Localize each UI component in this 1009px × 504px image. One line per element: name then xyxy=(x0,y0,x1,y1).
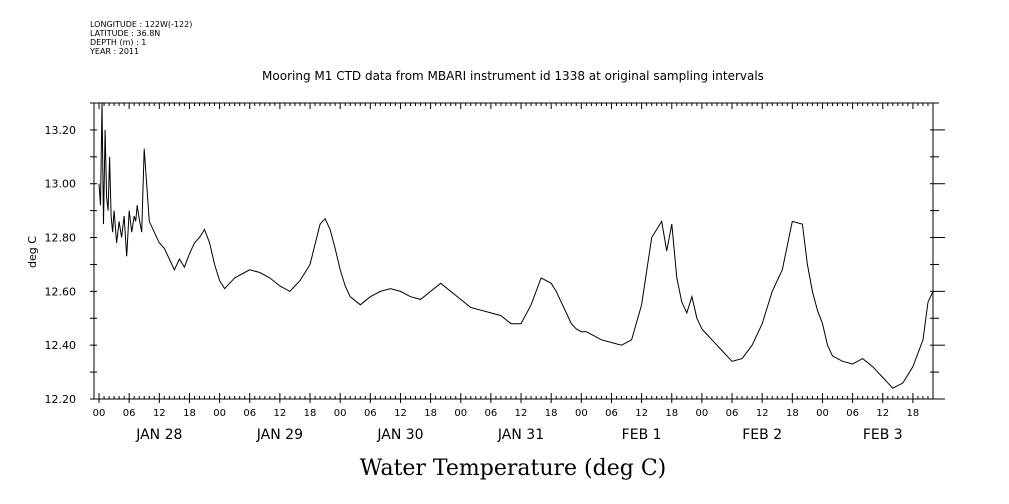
x-tick-label: 00 xyxy=(213,408,226,419)
x-tick-label: 00 xyxy=(575,408,588,419)
x-tick-label: 06 xyxy=(243,408,256,419)
x-tick-label: 12 xyxy=(153,408,166,419)
plot-frame xyxy=(93,102,934,400)
x-tick-label: 00 xyxy=(816,408,829,419)
x-tick-label: 06 xyxy=(846,408,859,419)
x-tick-label: 12 xyxy=(515,408,528,419)
x-tick-label: 06 xyxy=(485,408,498,419)
y-tick-label: 12.20 xyxy=(45,393,77,406)
longitude-label: LONGITUDE : 122W(-122) xyxy=(90,20,193,29)
x-tick-label: 12 xyxy=(756,408,769,419)
x-day-label: FEB 2 xyxy=(742,427,782,443)
x-day-label: FEB 1 xyxy=(622,427,662,443)
x-tick-label: 00 xyxy=(454,408,467,419)
x-tick-label: 06 xyxy=(726,408,739,419)
y-tick-label: 12.40 xyxy=(45,339,77,352)
y-tick-label: 13.00 xyxy=(45,178,77,191)
x-tick-label: 18 xyxy=(907,408,920,419)
metadata-block: LONGITUDE : 122W(-122) LATITUDE : 36.8N … xyxy=(90,20,192,56)
x-day-label: FEB 3 xyxy=(863,427,903,443)
tick-label-layer: 00 06 12 18 00 06 12 18 00 06 12 18 00 06 12 18 00 06 12 18… xyxy=(45,124,920,443)
x-tick-label: 12 xyxy=(274,408,287,419)
x-tick-label: 18 xyxy=(545,408,558,419)
x-tick-label: 12 xyxy=(635,408,648,419)
x-tick-label: 06 xyxy=(364,408,377,419)
y-tick-label: 12.80 xyxy=(45,232,77,245)
x-axis-title: Water Temperature (deg C) xyxy=(360,456,667,481)
x-tick-label: 18 xyxy=(304,408,317,419)
x-tick-label: 18 xyxy=(183,408,196,419)
series-line-water-temperature xyxy=(98,102,934,389)
x-tick-label: 18 xyxy=(786,408,799,419)
depth-label: DEPTH (m) : 1 xyxy=(90,38,147,47)
tick-layer xyxy=(90,102,945,403)
x-tick-label: 06 xyxy=(123,408,136,419)
x-tick-label: 12 xyxy=(394,408,407,419)
latitude-label: LATITUDE : 36.8N xyxy=(90,29,161,38)
y-tick-label: 13.20 xyxy=(45,124,77,137)
x-tick-label: 18 xyxy=(424,408,437,419)
x-tick-label: 12 xyxy=(876,408,889,419)
x-day-label: JAN 31 xyxy=(497,427,544,443)
year-label: YEAR : 2011 xyxy=(90,47,140,56)
x-tick-label: 00 xyxy=(334,408,347,419)
y-tick-label: 12.60 xyxy=(45,285,77,298)
x-day-label: JAN 29 xyxy=(256,427,303,443)
y-axis-label: deg C xyxy=(26,236,39,268)
x-tick-label: 18 xyxy=(665,408,678,419)
x-day-label: JAN 30 xyxy=(376,427,423,443)
x-tick-label: 06 xyxy=(605,408,618,419)
x-day-label: JAN 28 xyxy=(135,427,182,443)
chart-title: Mooring M1 CTD data from MBARI instrumen… xyxy=(262,69,764,83)
x-tick-label: 00 xyxy=(696,408,709,419)
x-tick-label: 00 xyxy=(93,408,106,419)
